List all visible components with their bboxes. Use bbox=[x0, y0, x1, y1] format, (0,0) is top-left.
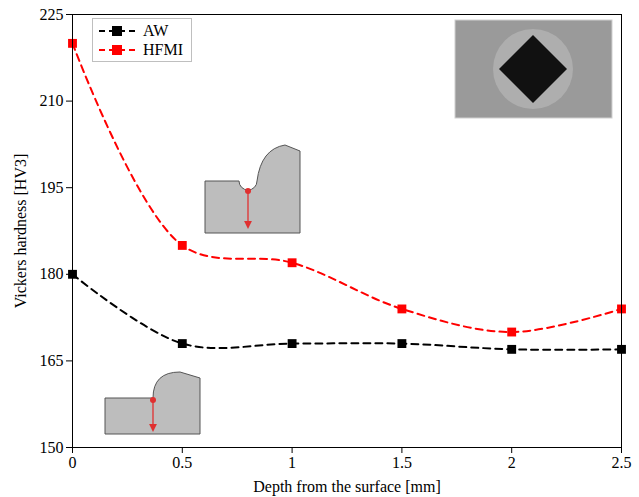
svg-text:195: 195 bbox=[40, 179, 64, 196]
svg-text:Vickers hardness [HV3]: Vickers hardness [HV3] bbox=[12, 154, 29, 309]
svg-text:210: 210 bbox=[40, 92, 64, 109]
svg-text:Depth from the surface [mm]: Depth from the surface [mm] bbox=[253, 478, 440, 496]
svg-text:2: 2 bbox=[508, 454, 516, 471]
svg-text:0: 0 bbox=[69, 454, 77, 471]
svg-text:180: 180 bbox=[40, 265, 64, 282]
svg-text:225: 225 bbox=[40, 6, 64, 23]
html-text:HFMI: HFMI bbox=[143, 41, 183, 58]
svg-text:165: 165 bbox=[40, 352, 64, 369]
html-text:AW: AW bbox=[143, 22, 169, 39]
svg-text:1: 1 bbox=[288, 454, 296, 471]
svg-text:1.5: 1.5 bbox=[392, 454, 412, 471]
svg-text:0.5: 0.5 bbox=[172, 454, 192, 471]
svg-text:2.5: 2.5 bbox=[612, 454, 632, 471]
svg-text:150: 150 bbox=[40, 439, 64, 456]
